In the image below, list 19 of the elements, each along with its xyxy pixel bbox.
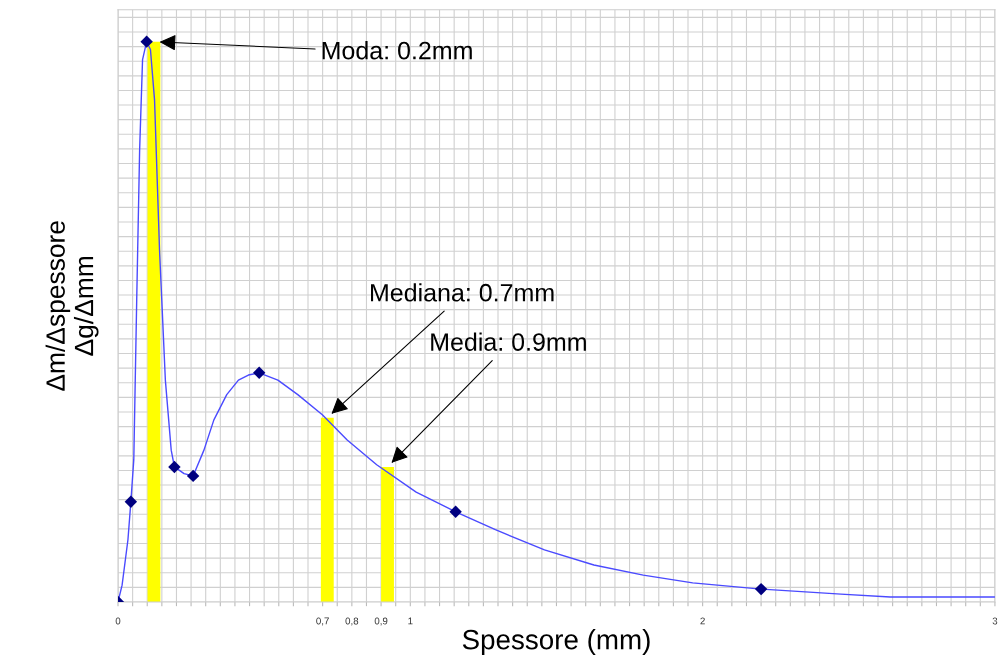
annotation: Mediana: 0.7mm bbox=[371, 283, 554, 302]
point bbox=[754, 582, 768, 596]
point bbox=[124, 495, 138, 508]
x-tick-label: 0,9 bbox=[374, 617, 388, 626]
annotation: Moda: 0.2mm bbox=[322, 41, 472, 60]
x-tick-label: 0,8 bbox=[345, 617, 359, 626]
x-tick-label: 2 bbox=[700, 617, 705, 625]
point bbox=[140, 35, 153, 48]
x-tick-label: 1 bbox=[408, 617, 413, 625]
point bbox=[449, 505, 462, 518]
point bbox=[186, 469, 200, 483]
x-axis-title: Spessore (mm) bbox=[462, 629, 650, 655]
x-tick-label: 0,7 bbox=[316, 617, 329, 626]
point bbox=[252, 366, 266, 380]
annotation: Media: 0.9mm bbox=[431, 332, 586, 351]
x-tick-label: 0 bbox=[115, 617, 121, 625]
point bbox=[168, 460, 181, 474]
x-tick-label: 3 bbox=[992, 617, 998, 625]
y-axis-title: Δm/Δspessore Δg/Δmm bbox=[45, 221, 99, 391]
